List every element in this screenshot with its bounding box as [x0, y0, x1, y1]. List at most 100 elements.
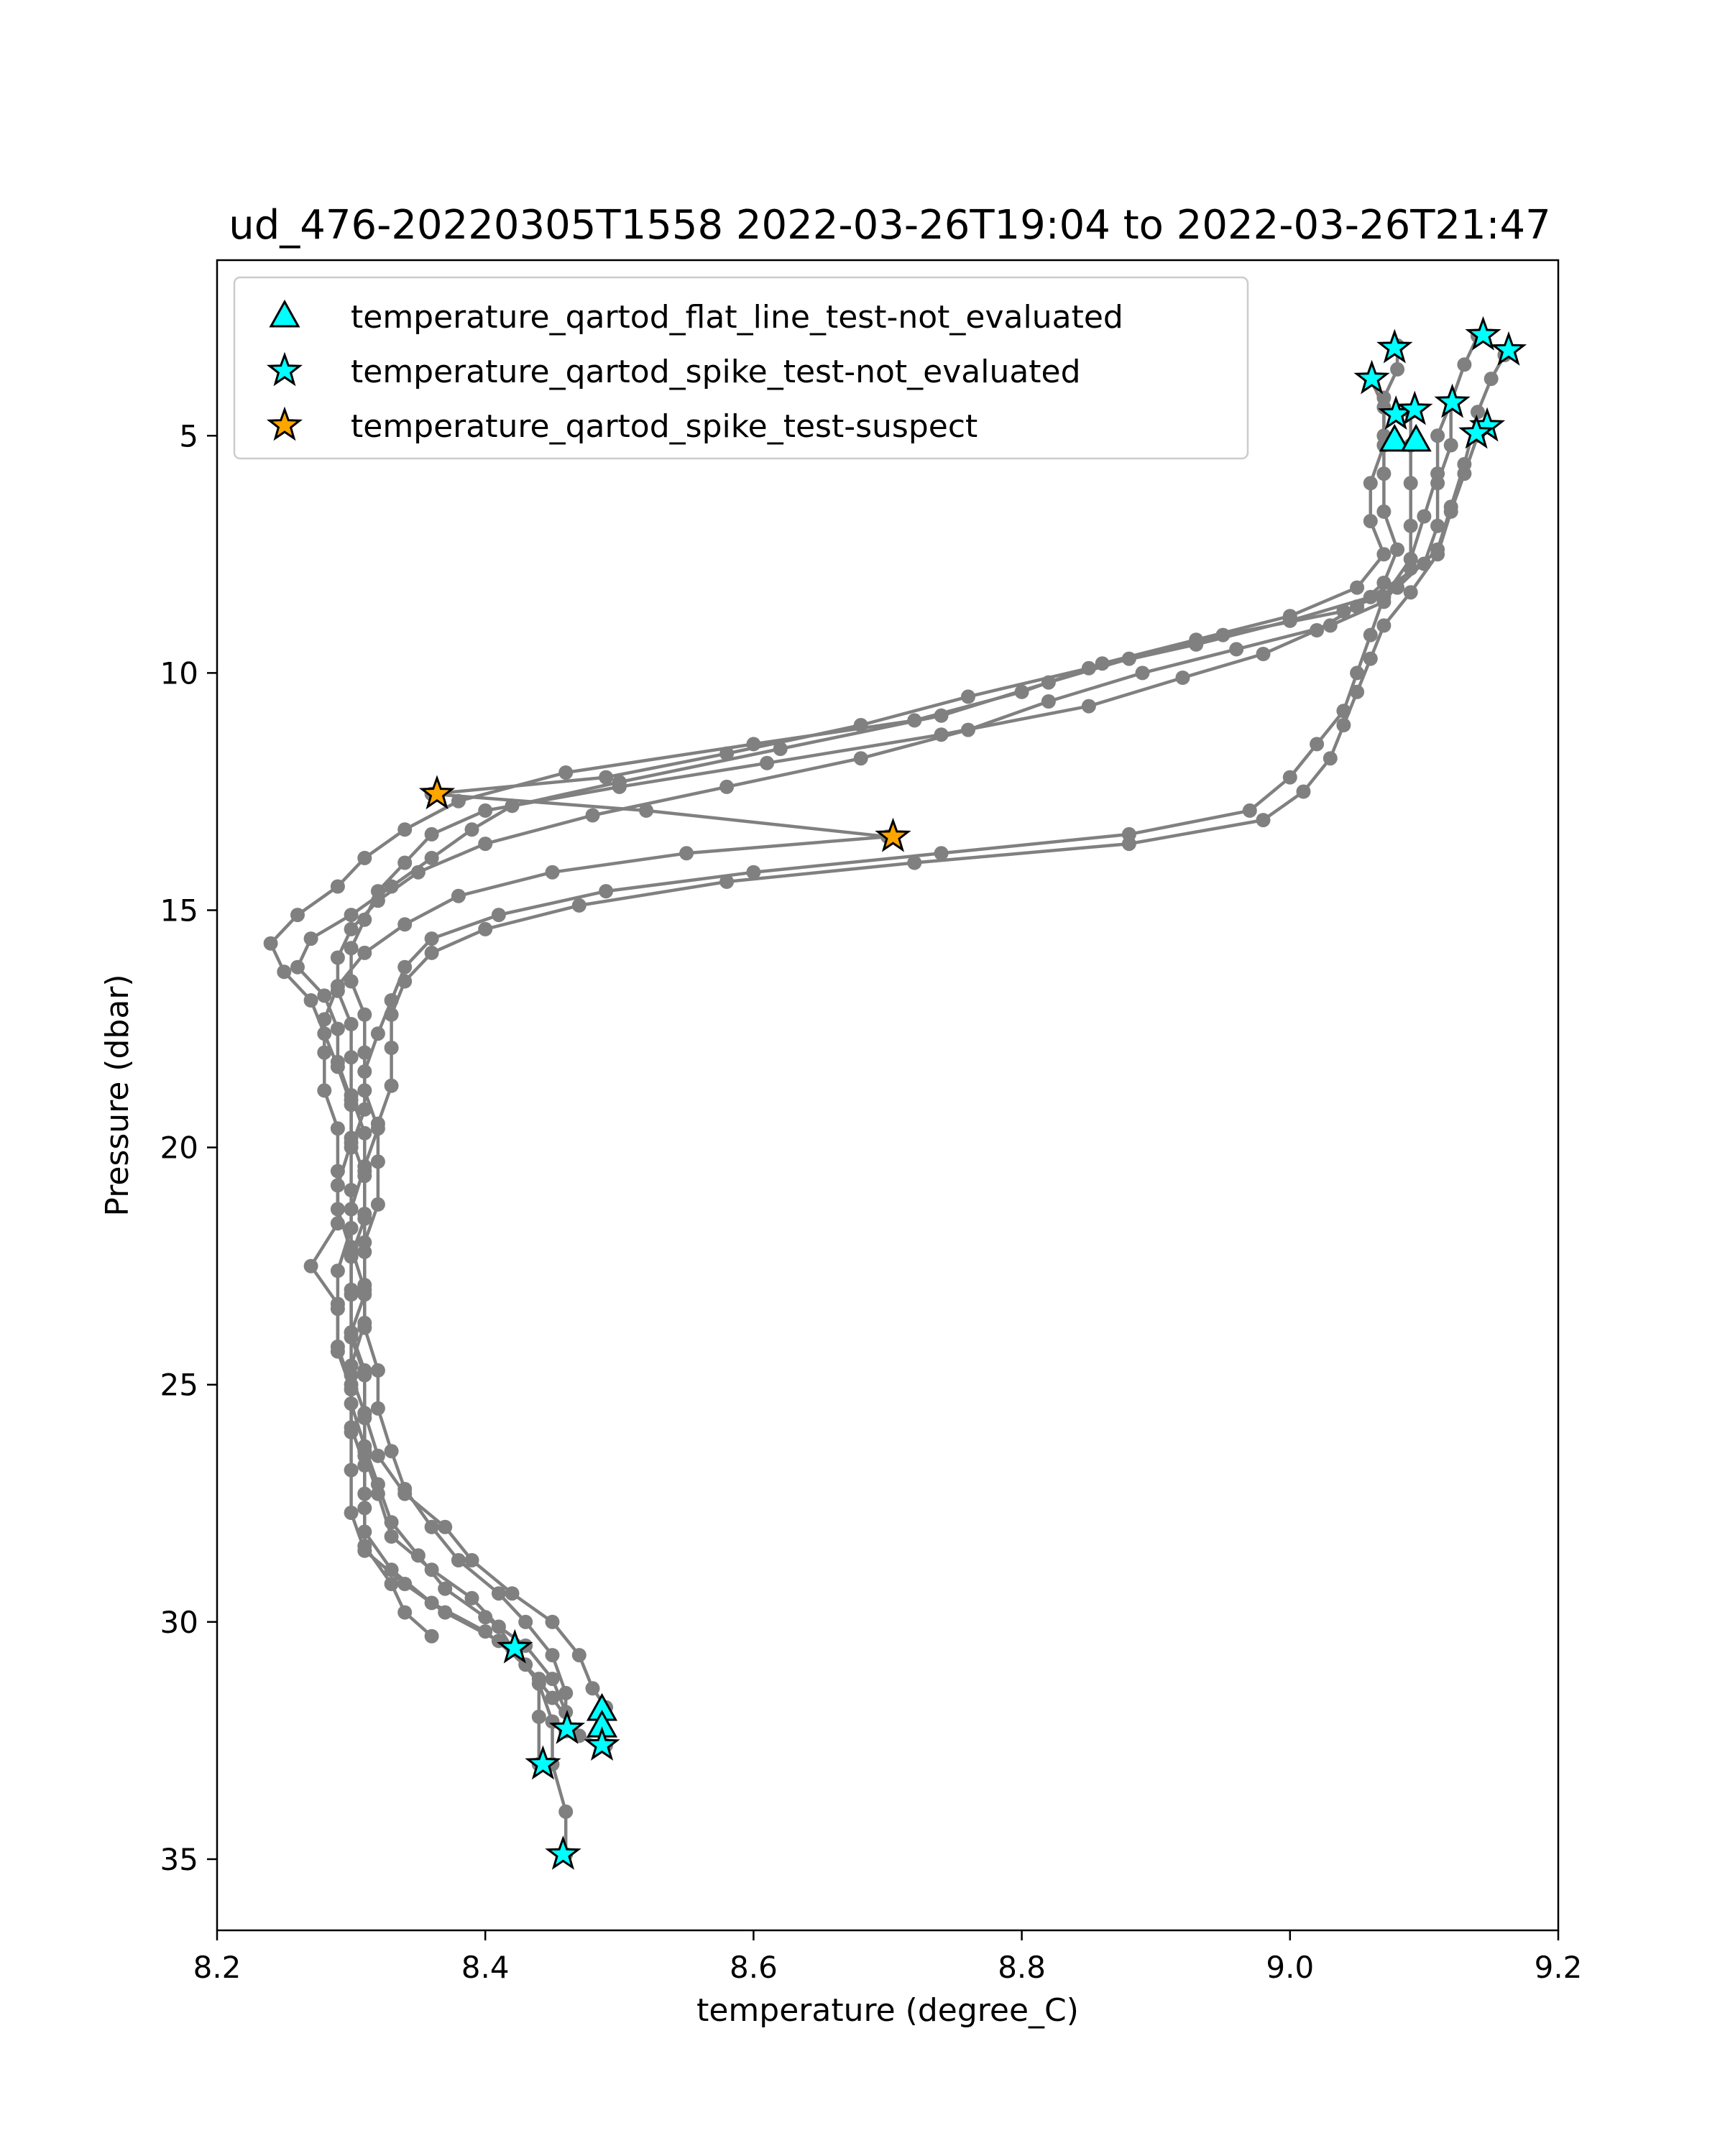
- profile-point: [478, 803, 493, 818]
- legend-triangle-icon: [269, 299, 300, 328]
- profile-point: [357, 912, 372, 927]
- profile-point: [357, 1164, 372, 1179]
- profile-point: [1376, 618, 1392, 633]
- profile-point: [1189, 632, 1204, 648]
- profile-point: [424, 1628, 439, 1644]
- profile-point: [290, 908, 305, 923]
- profile-point: [344, 1424, 359, 1439]
- y-tick-label: 5: [179, 418, 198, 453]
- profile-point: [344, 1050, 359, 1065]
- profile-point: [344, 1017, 359, 1031]
- profile-point: [1484, 372, 1499, 387]
- profile-point: [357, 1064, 372, 1079]
- profile-point: [357, 1278, 372, 1293]
- legend-entry-2: temperature_qartod_spike_test-not_evalua…: [351, 354, 1081, 390]
- profile-point: [1363, 476, 1378, 491]
- star-marker: [548, 1709, 586, 1744]
- profile-point: [384, 1078, 399, 1093]
- profile-point: [263, 936, 278, 951]
- star-marker: [1458, 414, 1495, 449]
- profile-point: [357, 1007, 372, 1022]
- profile-point: [330, 1021, 345, 1036]
- x-tick-label: 8.8: [998, 1950, 1046, 1985]
- profile-point: [464, 1553, 479, 1567]
- profile-point: [344, 1140, 359, 1155]
- profile-point: [451, 888, 466, 903]
- profile-point: [1121, 826, 1136, 842]
- profile-point: [1350, 665, 1365, 681]
- profile-point: [545, 1690, 560, 1705]
- profile-point: [397, 1486, 413, 1501]
- profile-point: [558, 1705, 574, 1720]
- profile-point: [1363, 514, 1378, 529]
- profile-point: [1430, 518, 1445, 533]
- markers-layer: [418, 315, 1527, 1870]
- profile-point: [478, 837, 493, 852]
- profile-point: [464, 1590, 479, 1606]
- profile-point: [558, 1804, 574, 1819]
- profiles-layer: [263, 328, 1512, 1862]
- star-marker: [1490, 331, 1527, 366]
- profile-point: [571, 898, 586, 913]
- profile-point: [410, 865, 426, 880]
- profile-point: [344, 974, 359, 989]
- legend-star-icon: [266, 351, 303, 387]
- profile-point: [330, 879, 345, 894]
- profile-point: [344, 1282, 359, 1297]
- profile-point: [545, 865, 560, 880]
- profile-point: [344, 1462, 359, 1478]
- profile-point: [961, 722, 975, 737]
- x-tick-label: 8.4: [461, 1950, 510, 1985]
- profile-point: [1443, 438, 1458, 453]
- profile-point: [330, 1216, 345, 1231]
- profile-point: [397, 855, 413, 870]
- y-tick-label: 15: [160, 893, 198, 929]
- profile-point: [397, 959, 413, 975]
- star-marker: [1465, 315, 1501, 351]
- profile-point: [344, 1183, 359, 1197]
- profile-point: [1242, 803, 1257, 818]
- profile-point: [357, 1235, 372, 1250]
- profile-point: [1296, 784, 1311, 799]
- profile-point: [357, 1207, 372, 1222]
- series-2-markers: [497, 315, 1527, 1870]
- profile-point: [317, 1026, 332, 1041]
- profile-point: [907, 713, 922, 728]
- y-tick-label: 35: [160, 1842, 198, 1877]
- star-marker: [1434, 383, 1471, 418]
- profile-point: [344, 941, 359, 956]
- profile-point: [1350, 684, 1365, 699]
- star-marker: [545, 1835, 581, 1870]
- profile-point: [330, 1302, 345, 1317]
- profile-point: [961, 689, 975, 704]
- profile-point: [384, 1529, 399, 1544]
- profile-point: [1350, 580, 1365, 595]
- profile-2: [344, 338, 1405, 1738]
- y-tick-label: 30: [160, 1605, 198, 1640]
- profile-point: [1443, 504, 1458, 519]
- profile-4: [263, 372, 1392, 1644]
- profile-point: [1041, 694, 1056, 709]
- y-axis: 5 10 15 20 25 30 35: [160, 418, 217, 1877]
- profile-point: [451, 1553, 466, 1567]
- y-tick-label: 25: [160, 1368, 198, 1403]
- profile-point: [344, 1382, 359, 1397]
- profile-point: [397, 917, 413, 932]
- x-axis: 8.2 8.4 8.6 8.8 9.0 9.2: [193, 1930, 1582, 1985]
- profile-1: [290, 348, 1512, 1862]
- profile-point: [370, 1154, 385, 1169]
- profile-point: [1403, 551, 1418, 566]
- profile-point: [344, 1506, 359, 1520]
- series-3-markers: [418, 775, 911, 852]
- profile-point: [1417, 509, 1432, 524]
- profile-point: [558, 1685, 574, 1700]
- profile-point: [478, 921, 493, 936]
- x-tick-label: 8.2: [193, 1950, 242, 1985]
- profile-point: [1430, 547, 1445, 562]
- profile-point: [357, 1543, 372, 1558]
- profile-point: [344, 1220, 359, 1235]
- profile-point: [558, 765, 574, 780]
- profile-point: [357, 1363, 372, 1378]
- profile-point: [1363, 651, 1378, 666]
- profile-point: [317, 988, 332, 1003]
